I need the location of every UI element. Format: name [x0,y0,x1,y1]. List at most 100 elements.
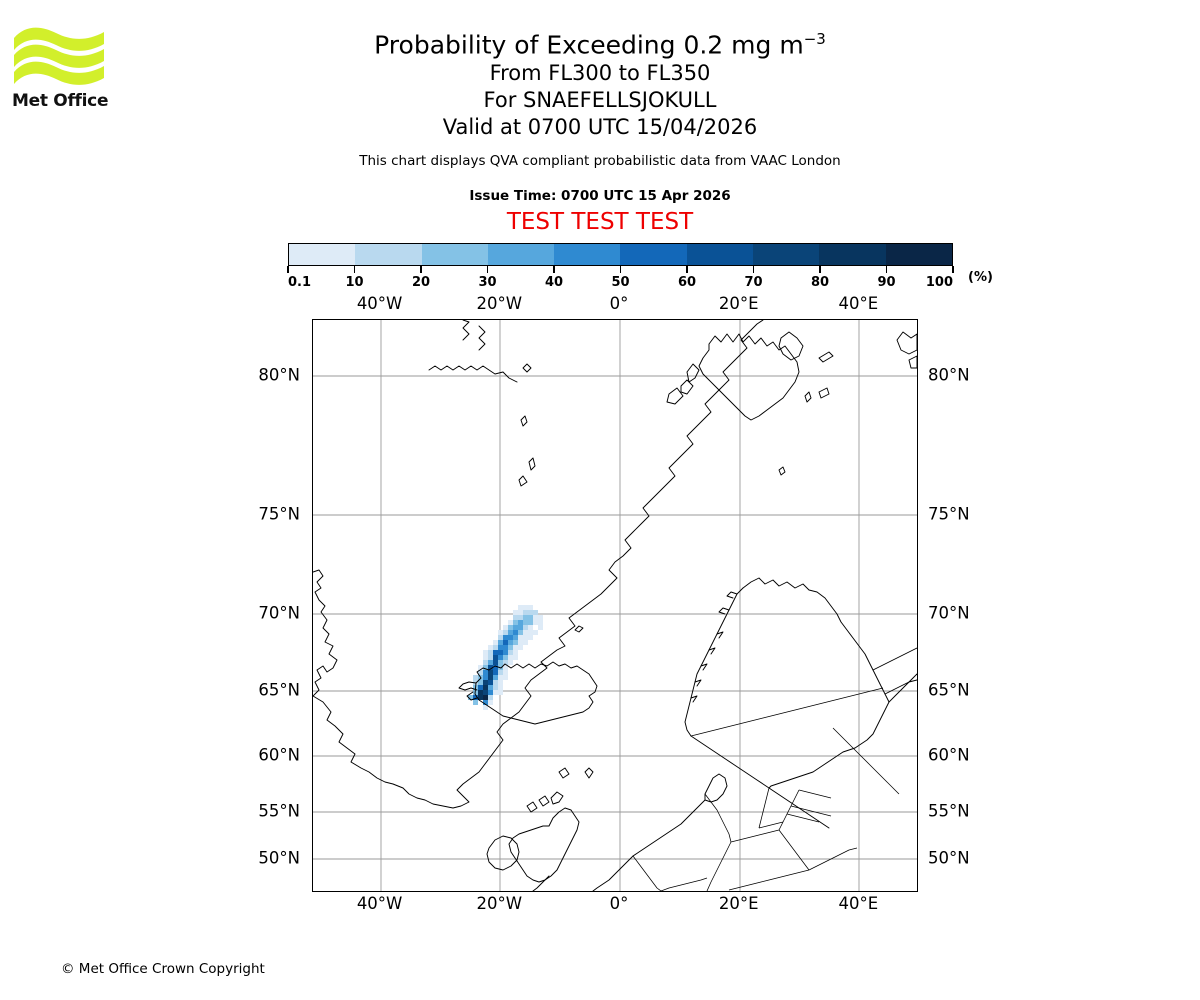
probability-cell [488,670,493,675]
colorbar-tick [952,266,954,273]
probability-cell [488,675,493,680]
issue-time: Issue Time: 0700 UTC 15 Apr 2026 [469,188,731,205]
probability-cell [503,625,508,630]
colorbar-band-9 [885,244,952,265]
probability-cell [498,645,503,650]
colorbar-band-0 [289,244,356,265]
probability-cell [483,665,488,670]
probability-cell [518,630,523,635]
lon-label-bottom: 0° [609,894,629,913]
probability-cell [508,630,513,635]
colorbar-ticks [287,266,954,275]
probability-cell [493,680,498,685]
probability-cell [488,660,493,665]
probability-cell [483,690,488,695]
page-title-main: Probability of Exceeding 0.2 mg m [374,30,804,60]
probability-cell [488,655,493,660]
colorbar-tick-label: 70 [744,275,763,290]
probability-cell [498,650,503,655]
probability-cell [488,690,493,695]
colorbar-tick [885,266,888,273]
lat-label-left: 80°N [258,365,300,385]
probability-cell [493,690,498,695]
probability-cell [503,635,508,640]
probability-cell [513,610,518,615]
probability-cell [513,640,518,645]
colorbar-band-8 [819,244,886,265]
probability-cell [493,650,498,655]
probability-cell [518,645,523,650]
map-graticule [313,320,917,891]
probability-cell [503,655,508,660]
copyright-notice: © Met Office Crown Copyright [61,961,265,977]
probability-cell [528,610,533,615]
probability-cell [493,685,498,690]
colorbar-band-6 [686,244,754,265]
title-block: Probability of Exceeding 0.2 mg m−3 From… [0,24,1200,235]
probability-cell [503,650,508,655]
colorbar-band-1 [355,244,422,265]
probability-cell [513,645,518,650]
probability-cell [488,700,493,705]
colorbar-tick-label: 80 [810,275,830,290]
probability-cell [533,630,538,635]
probability-cell [473,675,478,680]
probability-cell [503,640,508,645]
probability-cell [523,635,528,640]
volcano-name-line: For SNAEFELLSJOKULL [483,88,717,113]
probability-cell [518,620,523,625]
colorbar-tick [819,266,821,273]
colorbar-bands [288,243,953,266]
probability-cell [513,650,518,655]
lat-label-right: 70°N [928,603,970,623]
lat-label-right: 55°N [928,801,970,821]
colorbar-tick-label: 10 [345,275,364,290]
colorbar-tick-label: 50 [611,275,630,290]
probability-cell [508,625,513,630]
probability-cell [488,680,493,685]
colorbar-tick [752,266,755,273]
probability-cell [503,670,508,675]
met-office-logo [12,22,122,112]
probability-cell [528,635,533,640]
page-title-superscript: −3 [803,30,826,48]
probability-cell [488,685,493,690]
probability-cell [523,615,528,620]
probability-cell [498,685,503,690]
probability-cell [503,675,508,680]
probability-cell [468,695,473,700]
probability-cell [483,660,488,665]
probability-cell [508,635,513,640]
colorbar-tick [619,266,622,273]
probability-cell [498,630,503,635]
probability-cell [508,660,513,665]
lon-label-top: 0° [609,294,629,313]
page-title: Probability of Exceeding 0.2 mg m−3 [0,24,1200,60]
probability-cell [493,640,498,645]
lat-label-right: 65°N [928,680,970,700]
probability-cell [488,695,493,700]
probability-cell [478,690,483,695]
probability-cell [493,665,498,670]
colorbar-tick-label: 0.1 [288,275,312,290]
probability-cell [518,615,523,620]
probability-cell [518,610,523,615]
probability-cell [478,665,483,670]
probability-cell [523,640,528,645]
lon-label-top: 40°E [838,294,879,313]
probability-cell [488,650,493,655]
probability-cell [493,655,498,660]
probability-cell [518,635,523,640]
colorbar-tick [353,266,356,273]
probability-cell [533,615,538,620]
probability-cell [503,660,508,665]
colorbar-tick-label: 40 [544,275,564,290]
colorbar-band-7 [753,244,820,265]
probability-cell [498,655,503,660]
valid-time-line: Valid at 0700 UTC 15/04/2026 [442,115,758,140]
colorbar-tick [686,266,688,273]
probability-cell [483,695,488,700]
probability-cell [483,650,488,655]
map-panel[interactable] [312,319,918,892]
probability-cell [513,635,518,640]
